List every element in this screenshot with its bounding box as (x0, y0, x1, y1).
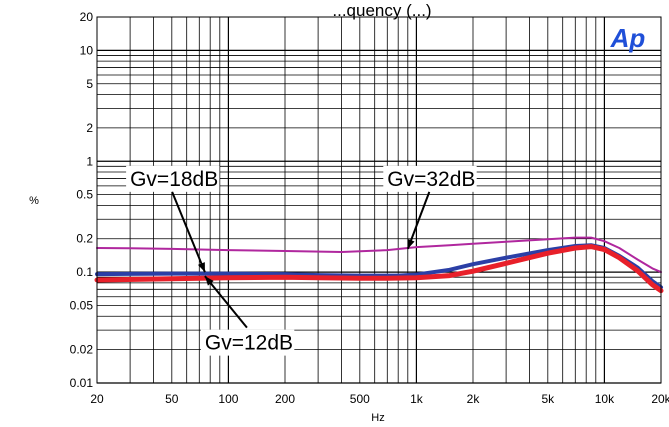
y-tick-label: 5 (86, 77, 93, 91)
x-tick-label: 200 (275, 392, 295, 406)
annotation-label-3: Gv=12dB (205, 332, 293, 355)
y-tick-label: 10 (80, 43, 94, 57)
annotation-label-1: Gv=18dB (130, 168, 218, 191)
y-tick-label: 0.05 (70, 299, 94, 313)
annotation-label-2: Gv=32dB (387, 168, 475, 191)
x-tick-label: 100 (218, 392, 238, 406)
x-tick-label: 20k (651, 392, 669, 406)
x-tick-label: 1k (410, 392, 424, 406)
x-tick-label: 20 (90, 392, 104, 406)
ap-logo: Ap (610, 23, 646, 53)
y-tick-label: 0.01 (70, 376, 94, 390)
x-tick-label: 50 (165, 392, 179, 406)
y-tick-label: 0.1 (76, 265, 93, 279)
x-axis-label: Hz (371, 412, 384, 424)
x-tick-label: 500 (350, 392, 370, 406)
y-tick-label: 0.5 (76, 188, 93, 202)
y-tick-label: 20 (80, 10, 94, 24)
x-tick-label: 5k (541, 392, 555, 406)
y-tick-label: 0.02 (70, 343, 94, 357)
y-tick-label: 0.2 (76, 232, 93, 246)
y-tick-label: 1 (86, 154, 93, 168)
y-tick-label: 2 (86, 121, 93, 135)
x-tick-label: 10k (595, 392, 615, 406)
x-tick-label: 2k (467, 392, 481, 406)
y-axis-label: % (29, 195, 39, 207)
